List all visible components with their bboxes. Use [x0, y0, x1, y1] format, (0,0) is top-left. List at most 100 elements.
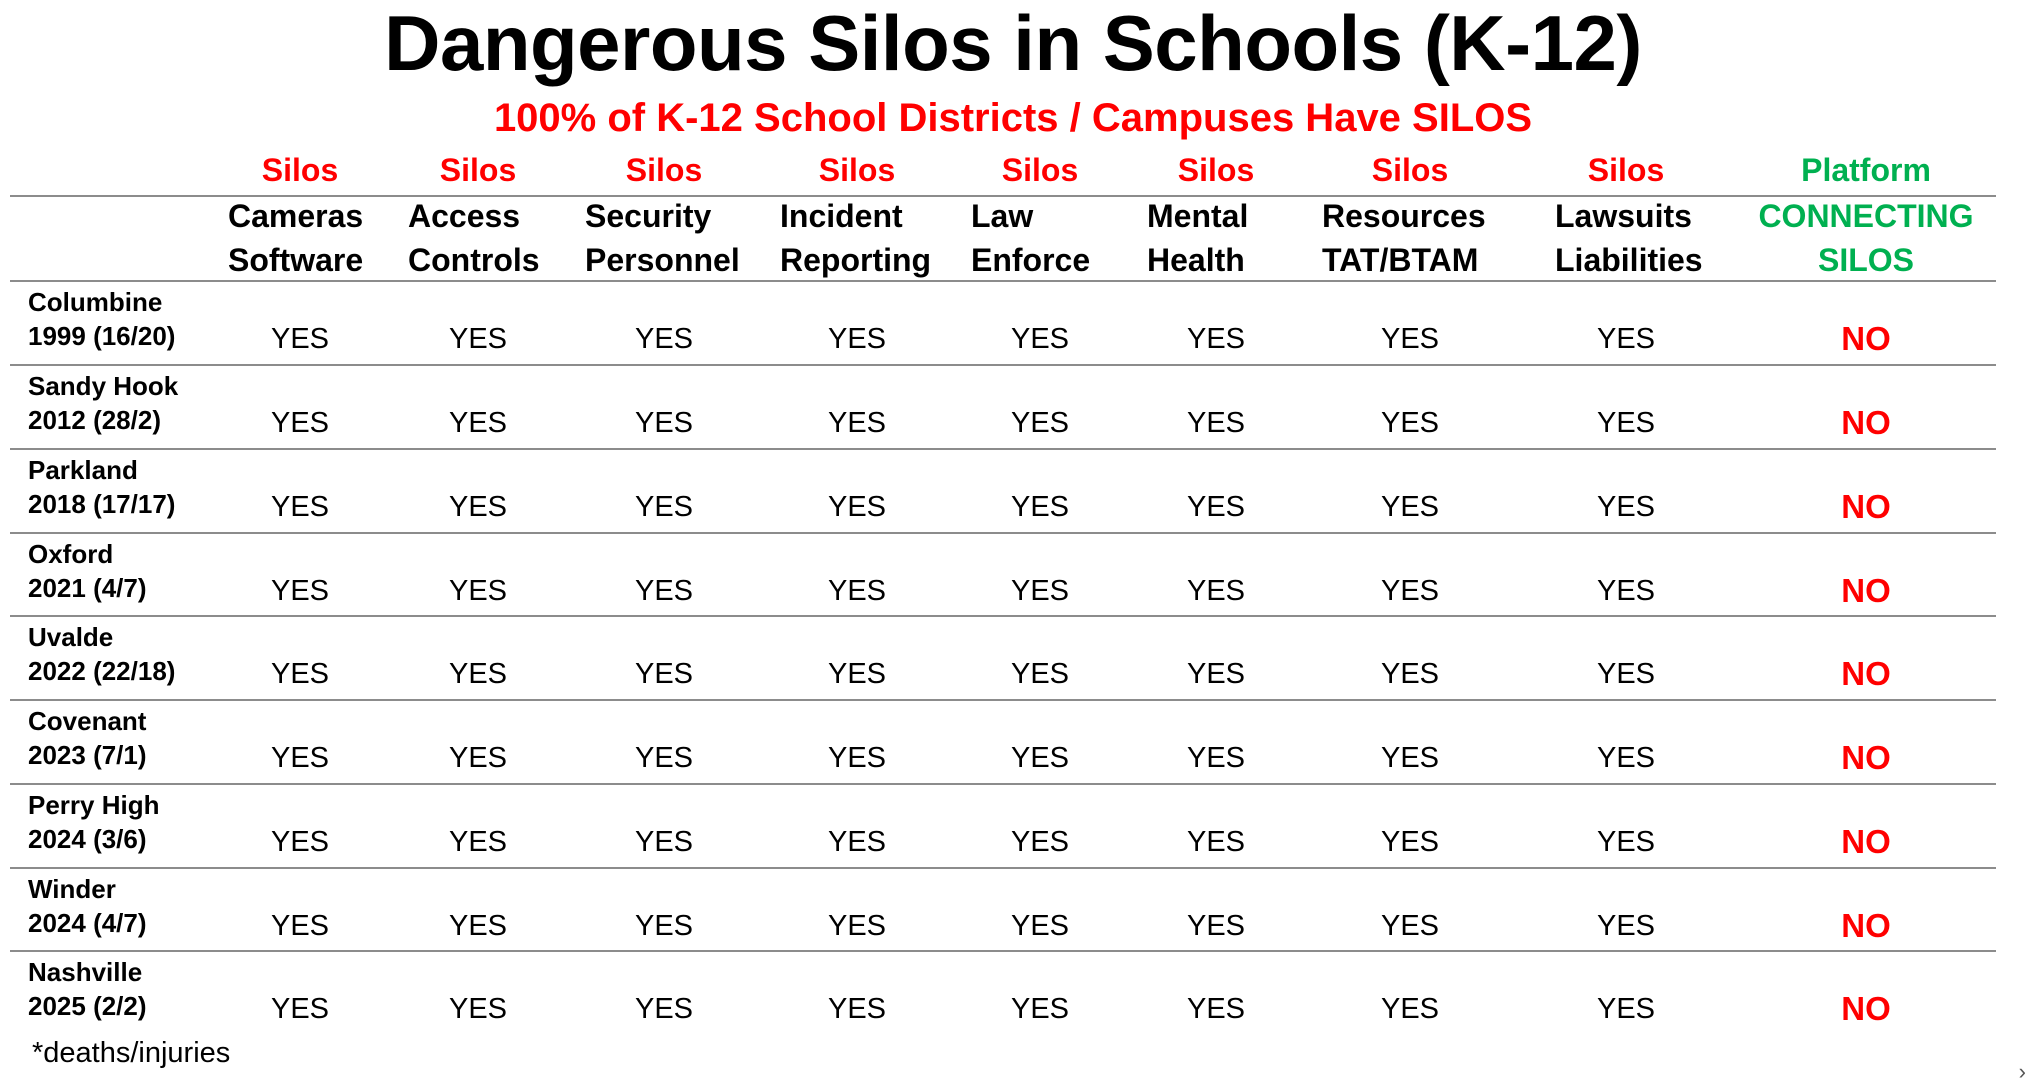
row-label-detail: 2025 (2/2)	[28, 991, 147, 1021]
column-label-line2: Health	[1147, 242, 1245, 278]
cell-yes: YES	[1186, 910, 1246, 942]
column-label-line2: Reporting	[780, 242, 932, 278]
cell-yes: YES	[1010, 323, 1070, 355]
cell-yes: YES	[270, 575, 330, 607]
cell-yes: YES	[1010, 993, 1070, 1025]
row-divider	[10, 532, 1996, 534]
cell-yes: YES	[1010, 742, 1070, 774]
cell-yes: YES	[448, 910, 508, 942]
cell-yes: YES	[1380, 826, 1440, 858]
cell-yes: YES	[1186, 826, 1246, 858]
column-header-platform: Platform	[1801, 152, 1931, 188]
cell-yes: YES	[1596, 575, 1656, 607]
column-label-line2: Personnel	[585, 242, 740, 278]
row-divider	[10, 615, 1996, 617]
cell-no: NO	[1841, 572, 1891, 609]
cell-yes: YES	[634, 742, 694, 774]
cell-no: NO	[1841, 990, 1891, 1027]
cell-yes: YES	[1186, 575, 1246, 607]
row-divider	[10, 195, 1996, 197]
column-label-line1: Lawsuits	[1555, 198, 1692, 234]
cell-yes: YES	[270, 993, 330, 1025]
row-label-name: Covenant	[28, 706, 147, 736]
row-label-name: Perry High	[28, 790, 160, 820]
cell-no: NO	[1841, 655, 1891, 692]
cell-yes: YES	[634, 910, 694, 942]
cell-yes: YES	[634, 575, 694, 607]
row-label-detail: 2012 (28/2)	[28, 405, 161, 435]
cell-yes: YES	[448, 323, 508, 355]
cell-yes: YES	[1010, 658, 1070, 690]
cell-yes: YES	[1596, 826, 1656, 858]
cell-yes: YES	[270, 742, 330, 774]
column-header-silos: Silos	[625, 152, 703, 188]
cell-yes: YES	[1380, 491, 1440, 523]
cell-yes: YES	[1596, 323, 1656, 355]
column-label-line2: Controls	[408, 242, 540, 278]
row-label-detail: 2021 (4/7)	[28, 573, 147, 603]
cell-yes: YES	[634, 658, 694, 690]
cell-yes: YES	[827, 575, 887, 607]
cell-yes: YES	[270, 407, 330, 439]
row-label-name: Parkland	[28, 455, 138, 485]
cell-yes: YES	[448, 826, 508, 858]
column-header-silos: Silos	[1587, 152, 1665, 188]
cell-no: NO	[1841, 320, 1891, 357]
cell-yes: YES	[1186, 323, 1246, 355]
column-header-silos: Silos	[439, 152, 517, 188]
cell-yes: YES	[1186, 407, 1246, 439]
column-label-line1: CONNECTING	[1758, 198, 1974, 234]
cell-yes: YES	[1380, 575, 1440, 607]
row-label-name: Uvalde	[28, 622, 114, 652]
cell-no: NO	[1841, 823, 1891, 860]
column-header-silos: Silos	[1001, 152, 1079, 188]
cell-yes: YES	[270, 491, 330, 523]
cell-yes: YES	[1596, 993, 1656, 1025]
cell-yes: YES	[634, 323, 694, 355]
cell-yes: YES	[1186, 993, 1246, 1025]
cell-no: NO	[1841, 739, 1891, 776]
cell-yes: YES	[827, 323, 887, 355]
row-label-detail: 2023 (7/1)	[28, 740, 147, 770]
column-header-silos: Silos	[1371, 152, 1449, 188]
cell-no: NO	[1841, 488, 1891, 525]
cell-yes: YES	[448, 742, 508, 774]
column-label-line2: Enforce	[971, 242, 1091, 278]
edge-mark: ›	[2018, 1059, 2026, 1084]
cell-yes: YES	[448, 993, 508, 1025]
row-divider	[10, 364, 1996, 366]
cell-yes: YES	[634, 826, 694, 858]
cell-yes: YES	[1010, 407, 1070, 439]
cell-yes: YES	[1596, 910, 1656, 942]
row-label-detail: 2018 (17/17)	[28, 489, 176, 519]
page-title: Dangerous Silos in Schools (K-12)	[384, 0, 1642, 87]
row-label-detail: 2024 (4/7)	[28, 908, 147, 938]
row-divider	[10, 867, 1996, 869]
column-label-line1: Cameras	[228, 198, 364, 234]
row-label-detail: 2022 (22/18)	[28, 656, 176, 686]
cell-yes: YES	[1596, 742, 1656, 774]
row-divider	[10, 280, 1996, 282]
cell-yes: YES	[1186, 658, 1246, 690]
page-subtitle: 100% of K-12 School Districts / Campuses…	[493, 96, 1533, 140]
row-divider	[10, 783, 1996, 785]
cell-yes: YES	[1596, 491, 1656, 523]
row-label-detail: 1999 (16/20)	[28, 321, 176, 351]
column-header-silos: Silos	[1177, 152, 1255, 188]
column-label-line1: Law	[971, 198, 1034, 234]
row-label-name: Columbine	[28, 287, 163, 317]
cell-yes: YES	[1380, 323, 1440, 355]
cell-yes: YES	[448, 575, 508, 607]
cell-yes: YES	[827, 910, 887, 942]
column-header-silos: Silos	[818, 152, 896, 188]
cell-yes: YES	[448, 407, 508, 439]
column-label-line1: Access	[408, 198, 521, 234]
cell-yes: YES	[1010, 826, 1070, 858]
column-label-line2: TAT/BTAM	[1322, 242, 1479, 278]
column-header-silos: Silos	[261, 152, 339, 188]
cell-yes: YES	[827, 742, 887, 774]
row-label-detail: 2024 (3/6)	[28, 824, 147, 854]
cell-yes: YES	[270, 826, 330, 858]
column-label-line2: SILOS	[1817, 242, 1914, 278]
row-label-name: Nashville	[28, 957, 143, 987]
